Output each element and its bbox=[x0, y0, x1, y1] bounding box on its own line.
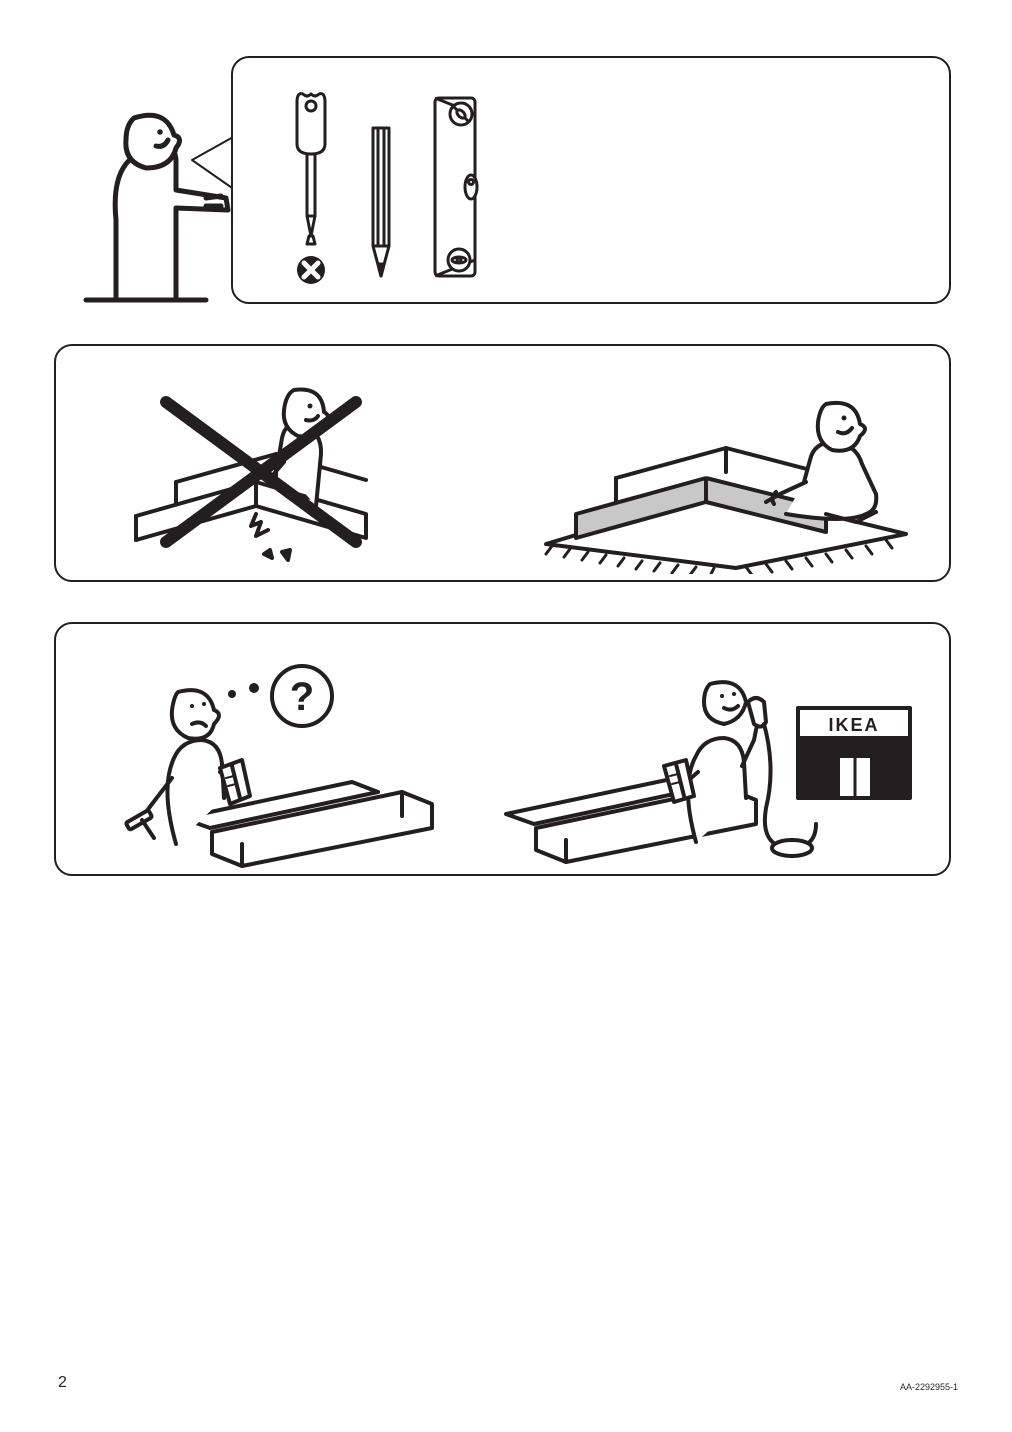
tool-screwdriver bbox=[283, 88, 339, 288]
illustration-confused: ? bbox=[92, 648, 462, 868]
illustration-wrong-hard-floor bbox=[106, 364, 446, 574]
tool-spirit-level bbox=[427, 92, 483, 284]
ikea-store-label: IKEA bbox=[828, 715, 879, 735]
document-id: AA-2292955-1 bbox=[900, 1382, 958, 1392]
illustration-call-ikea: IKEA bbox=[476, 648, 936, 868]
tool-pencil bbox=[363, 124, 399, 284]
page-number: 2 bbox=[58, 1374, 67, 1392]
question-bubble: ? bbox=[272, 666, 332, 726]
panel-tools-required bbox=[231, 56, 951, 304]
panel-surface-advice bbox=[54, 344, 951, 582]
panel-help-advice: ? bbox=[54, 622, 951, 876]
question-mark-glyph: ? bbox=[290, 675, 314, 719]
instruction-page: ? bbox=[0, 0, 1012, 1432]
prohibited-icon bbox=[297, 256, 325, 284]
illustration-correct-carpet bbox=[526, 364, 926, 574]
